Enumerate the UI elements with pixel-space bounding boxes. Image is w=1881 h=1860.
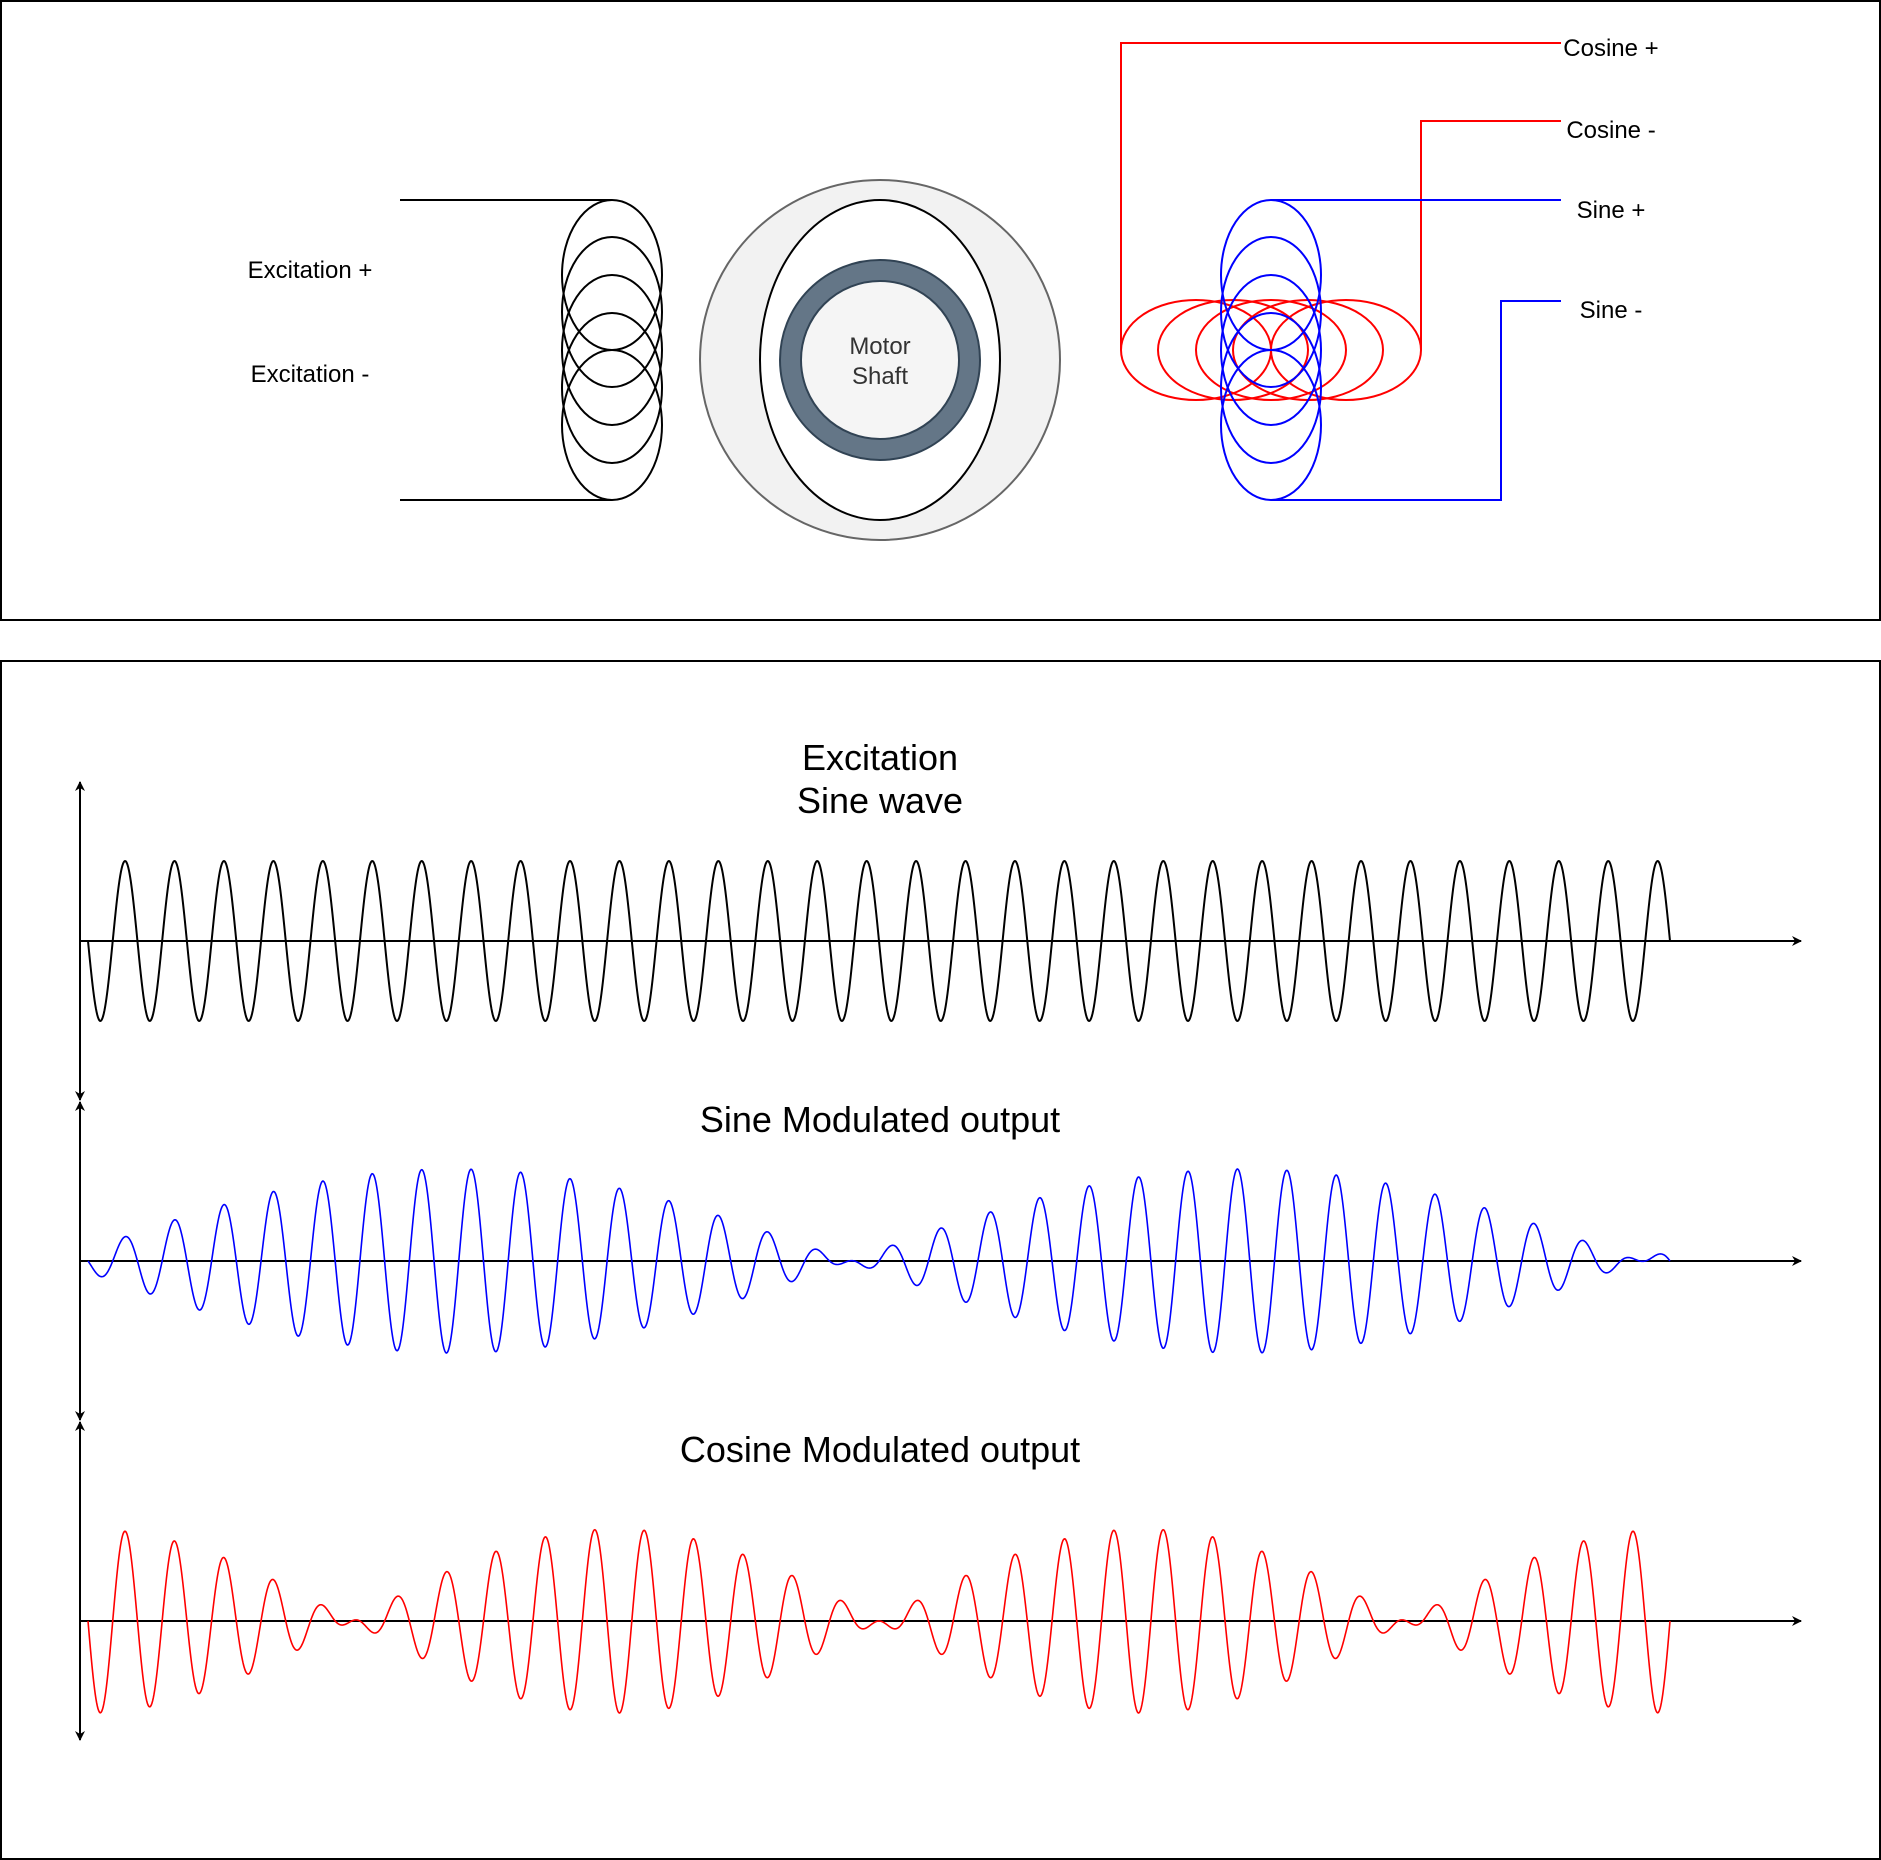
excitation-minus-label: Excitation - — [251, 361, 370, 388]
excitation-plus-label: Excitation + — [248, 257, 373, 284]
sine-plus-label: Sine + — [1577, 197, 1646, 224]
sine-modulated-title: Sine Modulated output — [700, 1099, 1060, 1140]
excitation-title-line1: Excitation — [802, 737, 958, 778]
motor-shaft — [800, 280, 960, 440]
cosine-minus-label: Cosine - — [1566, 117, 1655, 144]
excitation-coil — [561, 199, 663, 501]
motor-shaft-label-line1: Motor — [849, 333, 910, 360]
cosine-plus-lead — [1120, 42, 1561, 350]
sine-modulated-waveform — [87, 1168, 1671, 1354]
cosine-minus-lead — [1420, 120, 1561, 350]
excitation-waveform — [87, 859, 1671, 1023]
sine-minus-lead — [1271, 300, 1561, 501]
motor-shaft-label-line2: Shaft — [852, 363, 908, 390]
sine-minus-label: Sine - — [1580, 297, 1643, 324]
cosine-modulated-title: Cosine Modulated output — [680, 1429, 1080, 1470]
cosine-plus-label: Cosine + — [1563, 35, 1658, 62]
cosine-modulated-waveform — [87, 1528, 1671, 1714]
excitation-title-line2: Sine wave — [797, 780, 963, 821]
